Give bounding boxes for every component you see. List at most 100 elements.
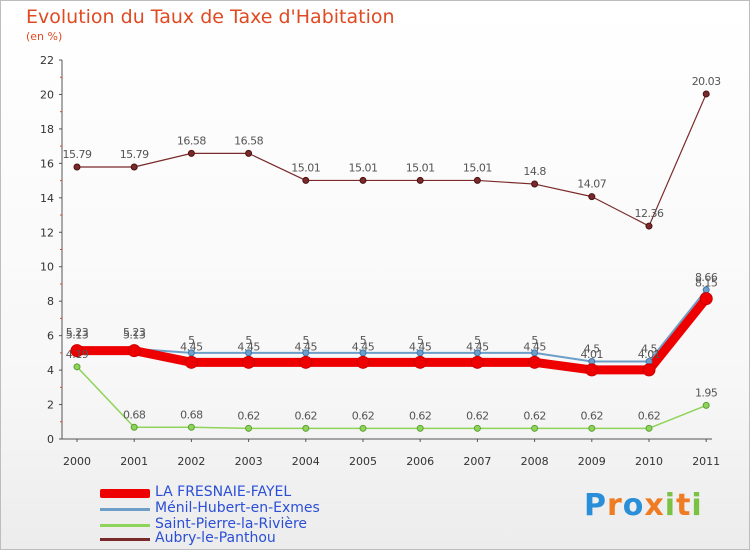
data-label: 15.01 bbox=[349, 161, 378, 174]
x-tick-label: 2009 bbox=[578, 455, 606, 468]
legend-swatch-icon bbox=[100, 508, 150, 511]
data-label: 4.45 bbox=[523, 340, 546, 353]
logo-letter: t bbox=[676, 488, 692, 523]
x-tick-label: 2002 bbox=[177, 455, 205, 468]
series-line-2 bbox=[76, 366, 707, 430]
x-tick-label: 2003 bbox=[235, 455, 263, 468]
data-label: 15.01 bbox=[291, 161, 320, 174]
data-point bbox=[416, 424, 424, 432]
y-tick-label: 0 bbox=[47, 433, 54, 446]
logo-letter: i bbox=[691, 488, 703, 523]
data-label: 5.13 bbox=[66, 329, 89, 342]
data-label: 5 bbox=[245, 334, 252, 347]
data-label: 5 bbox=[531, 334, 538, 347]
data-label: 15.79 bbox=[120, 148, 149, 161]
logo-letter: r bbox=[607, 488, 623, 523]
data-point bbox=[531, 180, 539, 188]
data-point bbox=[73, 163, 81, 171]
data-label: 0.68 bbox=[123, 408, 146, 421]
data-point bbox=[242, 355, 256, 369]
data-point bbox=[130, 423, 138, 431]
data-point bbox=[416, 176, 424, 184]
data-point bbox=[588, 424, 596, 432]
data-point bbox=[356, 355, 370, 369]
data-label: 4.01 bbox=[581, 348, 604, 361]
data-label: 4.45 bbox=[466, 340, 489, 353]
legend-swatch-icon bbox=[100, 524, 150, 527]
data-label: 4.45 bbox=[295, 340, 318, 353]
logo-letter: P bbox=[584, 488, 607, 523]
data-label: 16.58 bbox=[234, 134, 263, 147]
y-tick-label: 20 bbox=[40, 88, 54, 101]
x-tick-label: 2007 bbox=[463, 455, 491, 468]
data-point bbox=[299, 355, 313, 369]
data-point bbox=[73, 363, 81, 371]
data-point bbox=[413, 355, 427, 369]
data-label: 0.62 bbox=[581, 409, 604, 422]
series-line-1 bbox=[76, 288, 708, 363]
chart-title: Evolution du Taux de Taxe d'Habitation bbox=[26, 6, 395, 28]
data-label: 4.5 bbox=[641, 342, 657, 355]
data-label: 5 bbox=[303, 334, 310, 347]
chart-series-lines bbox=[72, 93, 711, 430]
y-tick-label: 12 bbox=[40, 226, 54, 239]
legend-label: Aubry-le-Panthou bbox=[155, 530, 276, 546]
y-tick-label: 8 bbox=[47, 295, 54, 308]
data-label: 0.62 bbox=[352, 409, 375, 422]
data-label: 4.45 bbox=[352, 340, 375, 353]
y-tick-label: 6 bbox=[47, 330, 54, 343]
x-tick-label: 2011 bbox=[692, 455, 720, 468]
data-label: 5 bbox=[360, 334, 367, 347]
y-tick-label: 14 bbox=[40, 192, 54, 205]
data-point bbox=[245, 149, 253, 157]
data-point bbox=[645, 424, 653, 432]
data-label: 14.07 bbox=[577, 178, 606, 191]
data-label: 5.23 bbox=[123, 326, 146, 339]
data-label: 4.45 bbox=[180, 340, 203, 353]
data-label: 0.62 bbox=[523, 409, 546, 422]
data-label: 5 bbox=[188, 334, 195, 347]
y-tick-label: 16 bbox=[40, 157, 54, 170]
data-point bbox=[302, 176, 310, 184]
data-label: 4.01 bbox=[638, 348, 661, 361]
data-label: 8.15 bbox=[695, 277, 718, 290]
data-point bbox=[70, 344, 84, 358]
logo-letter: o bbox=[622, 488, 645, 523]
data-label: 15.01 bbox=[406, 161, 435, 174]
series-line-0 bbox=[72, 294, 711, 375]
x-tick-label: 2006 bbox=[406, 455, 434, 468]
y-tick-label: 4 bbox=[47, 364, 54, 377]
data-point bbox=[702, 401, 710, 409]
data-label: 5.13 bbox=[123, 329, 146, 342]
data-label: 20.03 bbox=[692, 75, 721, 88]
data-label: 8.66 bbox=[695, 271, 718, 284]
data-point bbox=[184, 355, 198, 369]
data-point bbox=[470, 355, 484, 369]
data-label: 4.45 bbox=[409, 340, 432, 353]
data-label: 0.62 bbox=[409, 409, 432, 422]
data-point bbox=[528, 355, 542, 369]
x-tick-label: 2010 bbox=[635, 455, 663, 468]
data-point bbox=[127, 344, 141, 358]
data-label: 5 bbox=[417, 334, 424, 347]
data-point bbox=[187, 149, 195, 157]
data-label: 5.23 bbox=[66, 326, 89, 339]
data-label: 4.5 bbox=[584, 342, 600, 355]
data-label: 0.68 bbox=[180, 408, 203, 421]
chart-axes: 0 2 4 6 8 10 12 14 16 18 20 22 2000 2001 2002 2003 2004 2… bbox=[40, 54, 720, 468]
data-point bbox=[642, 363, 656, 377]
data-label: 4.19 bbox=[66, 348, 89, 361]
data-point bbox=[245, 424, 253, 432]
data-label: 12.36 bbox=[635, 207, 664, 220]
y-tick-label: 10 bbox=[40, 261, 54, 274]
data-point bbox=[359, 424, 367, 432]
data-point bbox=[130, 163, 138, 171]
logo-letter: i bbox=[664, 488, 677, 523]
x-tick-label: 2000 bbox=[63, 455, 91, 468]
data-point bbox=[473, 176, 481, 184]
data-label: 0.62 bbox=[237, 409, 260, 422]
data-point bbox=[585, 363, 599, 377]
chart-data-labels: 5.13 5.13 4.45 4.45 4.45 4.45 4.45 4.45 4.45 4.01… bbox=[63, 75, 722, 422]
